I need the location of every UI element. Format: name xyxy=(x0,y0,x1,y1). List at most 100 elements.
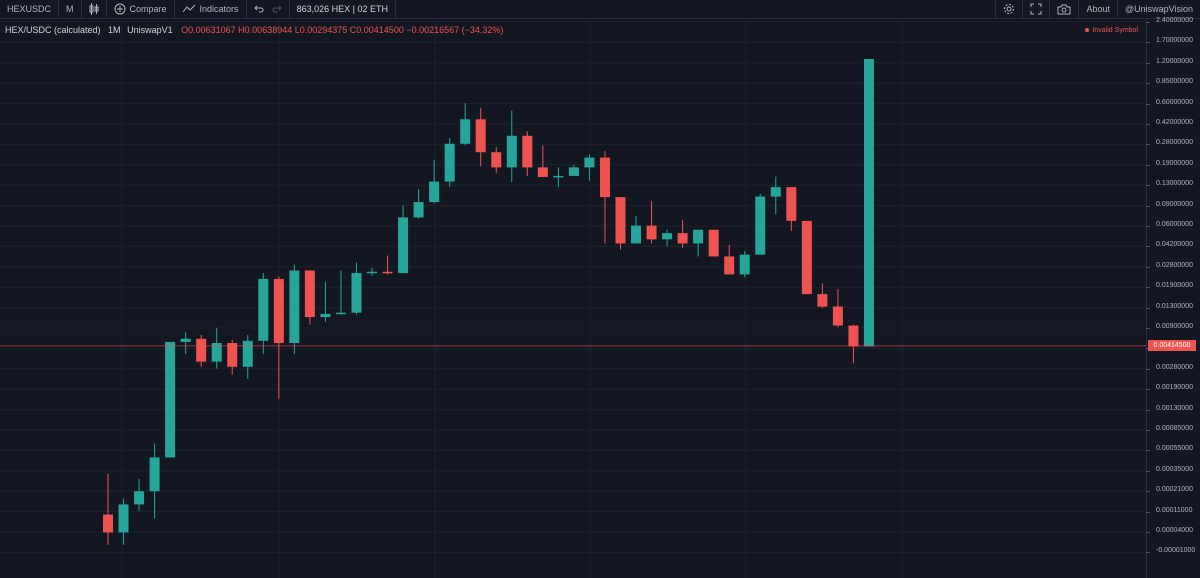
plus-circle-icon xyxy=(114,3,126,15)
candle-up xyxy=(755,193,766,255)
fullscreen-icon xyxy=(1030,3,1042,15)
candle-body xyxy=(460,119,471,144)
price-axis-label: 1.70000000 xyxy=(1156,37,1193,45)
symbol-label: HEXUSDC xyxy=(7,4,52,14)
candle-up xyxy=(320,281,331,322)
candle-down xyxy=(832,289,843,328)
candle-body xyxy=(770,187,781,197)
indicators-label: Indicators xyxy=(199,4,239,14)
candle-body xyxy=(568,167,579,176)
fullscreen-button[interactable] xyxy=(1022,0,1049,18)
legend-source: UniswapV1 xyxy=(127,25,173,35)
interval-label: M xyxy=(66,4,74,14)
candle-up xyxy=(693,229,704,257)
candle-down xyxy=(475,107,486,167)
candle-body xyxy=(724,256,735,275)
price-axis-label: 0.19000000 xyxy=(1156,159,1193,167)
price-axis-label: 0.85000000 xyxy=(1156,78,1193,86)
price-axis-tick xyxy=(1146,83,1150,85)
candle-up xyxy=(770,176,781,215)
candle-body xyxy=(863,58,874,347)
price-axis-label: 0.00011000 xyxy=(1156,506,1193,514)
price-axis-tick xyxy=(1146,22,1150,23)
chart-style-button[interactable] xyxy=(82,0,107,18)
candle-body xyxy=(335,312,346,315)
candle-up xyxy=(506,110,517,182)
candle-body xyxy=(382,271,393,274)
price-axis-tick xyxy=(1146,511,1150,513)
candle-body xyxy=(351,273,362,313)
price-axis-label: 0.00190000 xyxy=(1156,384,1193,392)
candle-down xyxy=(273,276,284,399)
redo-icon[interactable] xyxy=(272,5,282,13)
candle-body xyxy=(553,175,564,178)
price-axis-label: 0.00055000 xyxy=(1156,445,1193,453)
candle-body xyxy=(165,341,176,458)
about-button[interactable]: About xyxy=(1078,0,1117,18)
candle-down xyxy=(382,255,393,275)
candle-body xyxy=(242,340,253,367)
candle-body xyxy=(429,181,440,203)
candle-body xyxy=(584,157,595,168)
candle-body xyxy=(398,217,409,274)
candle-up xyxy=(662,229,673,247)
candle-body xyxy=(832,306,843,326)
brand-link[interactable]: @UniswapVision xyxy=(1116,0,1200,18)
legend-symbol[interactable]: HEX/USDC (calculated) xyxy=(5,25,101,35)
price-axis[interactable] xyxy=(1146,19,1200,578)
candle-body xyxy=(693,229,704,244)
candle-down xyxy=(304,270,315,325)
candle-up xyxy=(568,165,579,176)
price-axis-tick xyxy=(1146,205,1150,207)
interval-button[interactable]: M xyxy=(59,0,82,18)
candle-up xyxy=(367,268,378,276)
price-axis-tick xyxy=(1146,164,1150,166)
price-axis-tick xyxy=(1146,42,1150,44)
candle-body xyxy=(537,167,548,177)
price-axis-label: 0.00900000 xyxy=(1156,323,1193,330)
candlestick-chart[interactable] xyxy=(0,0,1146,578)
candle-down xyxy=(708,229,719,257)
candle-up xyxy=(289,264,300,355)
chart-grid xyxy=(0,19,1146,578)
chart-legend: HEX/USDC (calculated) 1M UniswapV1 O0.00… xyxy=(5,25,503,35)
price-axis-label: 0.00004000 xyxy=(1156,527,1193,534)
candle-body xyxy=(320,313,331,318)
candle-body xyxy=(522,135,533,168)
candle-body xyxy=(755,196,766,255)
candle-body xyxy=(801,220,812,295)
snapshot-button[interactable] xyxy=(1049,0,1078,18)
price-axis-tick xyxy=(1146,328,1150,329)
symbol-search[interactable]: HEXUSDC xyxy=(0,0,60,18)
price-axis-tick xyxy=(1146,552,1150,554)
candles-layer xyxy=(103,58,874,545)
candle-body xyxy=(848,325,859,347)
candle-up xyxy=(258,273,269,355)
price-axis-label: -0.00001000 xyxy=(1156,547,1196,555)
candle-body xyxy=(444,143,455,182)
candle-body xyxy=(134,491,145,505)
price-axis-label: 0.00280000 xyxy=(1156,363,1193,371)
candle-down xyxy=(646,201,657,244)
candle-body xyxy=(475,119,486,153)
candle-body xyxy=(118,504,129,533)
candle-body xyxy=(258,278,269,341)
candle-body xyxy=(646,225,657,240)
price-axis-label: 0.02800000 xyxy=(1156,261,1193,269)
candle-body xyxy=(211,343,222,362)
candle-body xyxy=(677,233,688,244)
compare-label: Compare xyxy=(129,4,167,14)
compare-button[interactable]: Compare xyxy=(107,0,175,18)
candle-up xyxy=(398,205,409,274)
settings-button[interactable] xyxy=(995,0,1022,18)
indicators-button[interactable]: Indicators xyxy=(175,0,247,18)
price-axis-tick xyxy=(1146,266,1150,268)
candle-body xyxy=(506,135,517,168)
candle-body xyxy=(304,270,315,318)
candle-body xyxy=(615,197,626,244)
undo-icon[interactable] xyxy=(253,5,264,13)
invalid-symbol-label: Invalid Symbol xyxy=(1092,27,1138,34)
price-axis-tick xyxy=(1146,144,1150,146)
candle-body xyxy=(367,271,378,274)
price-axis-label: 0.06000000 xyxy=(1156,221,1193,228)
